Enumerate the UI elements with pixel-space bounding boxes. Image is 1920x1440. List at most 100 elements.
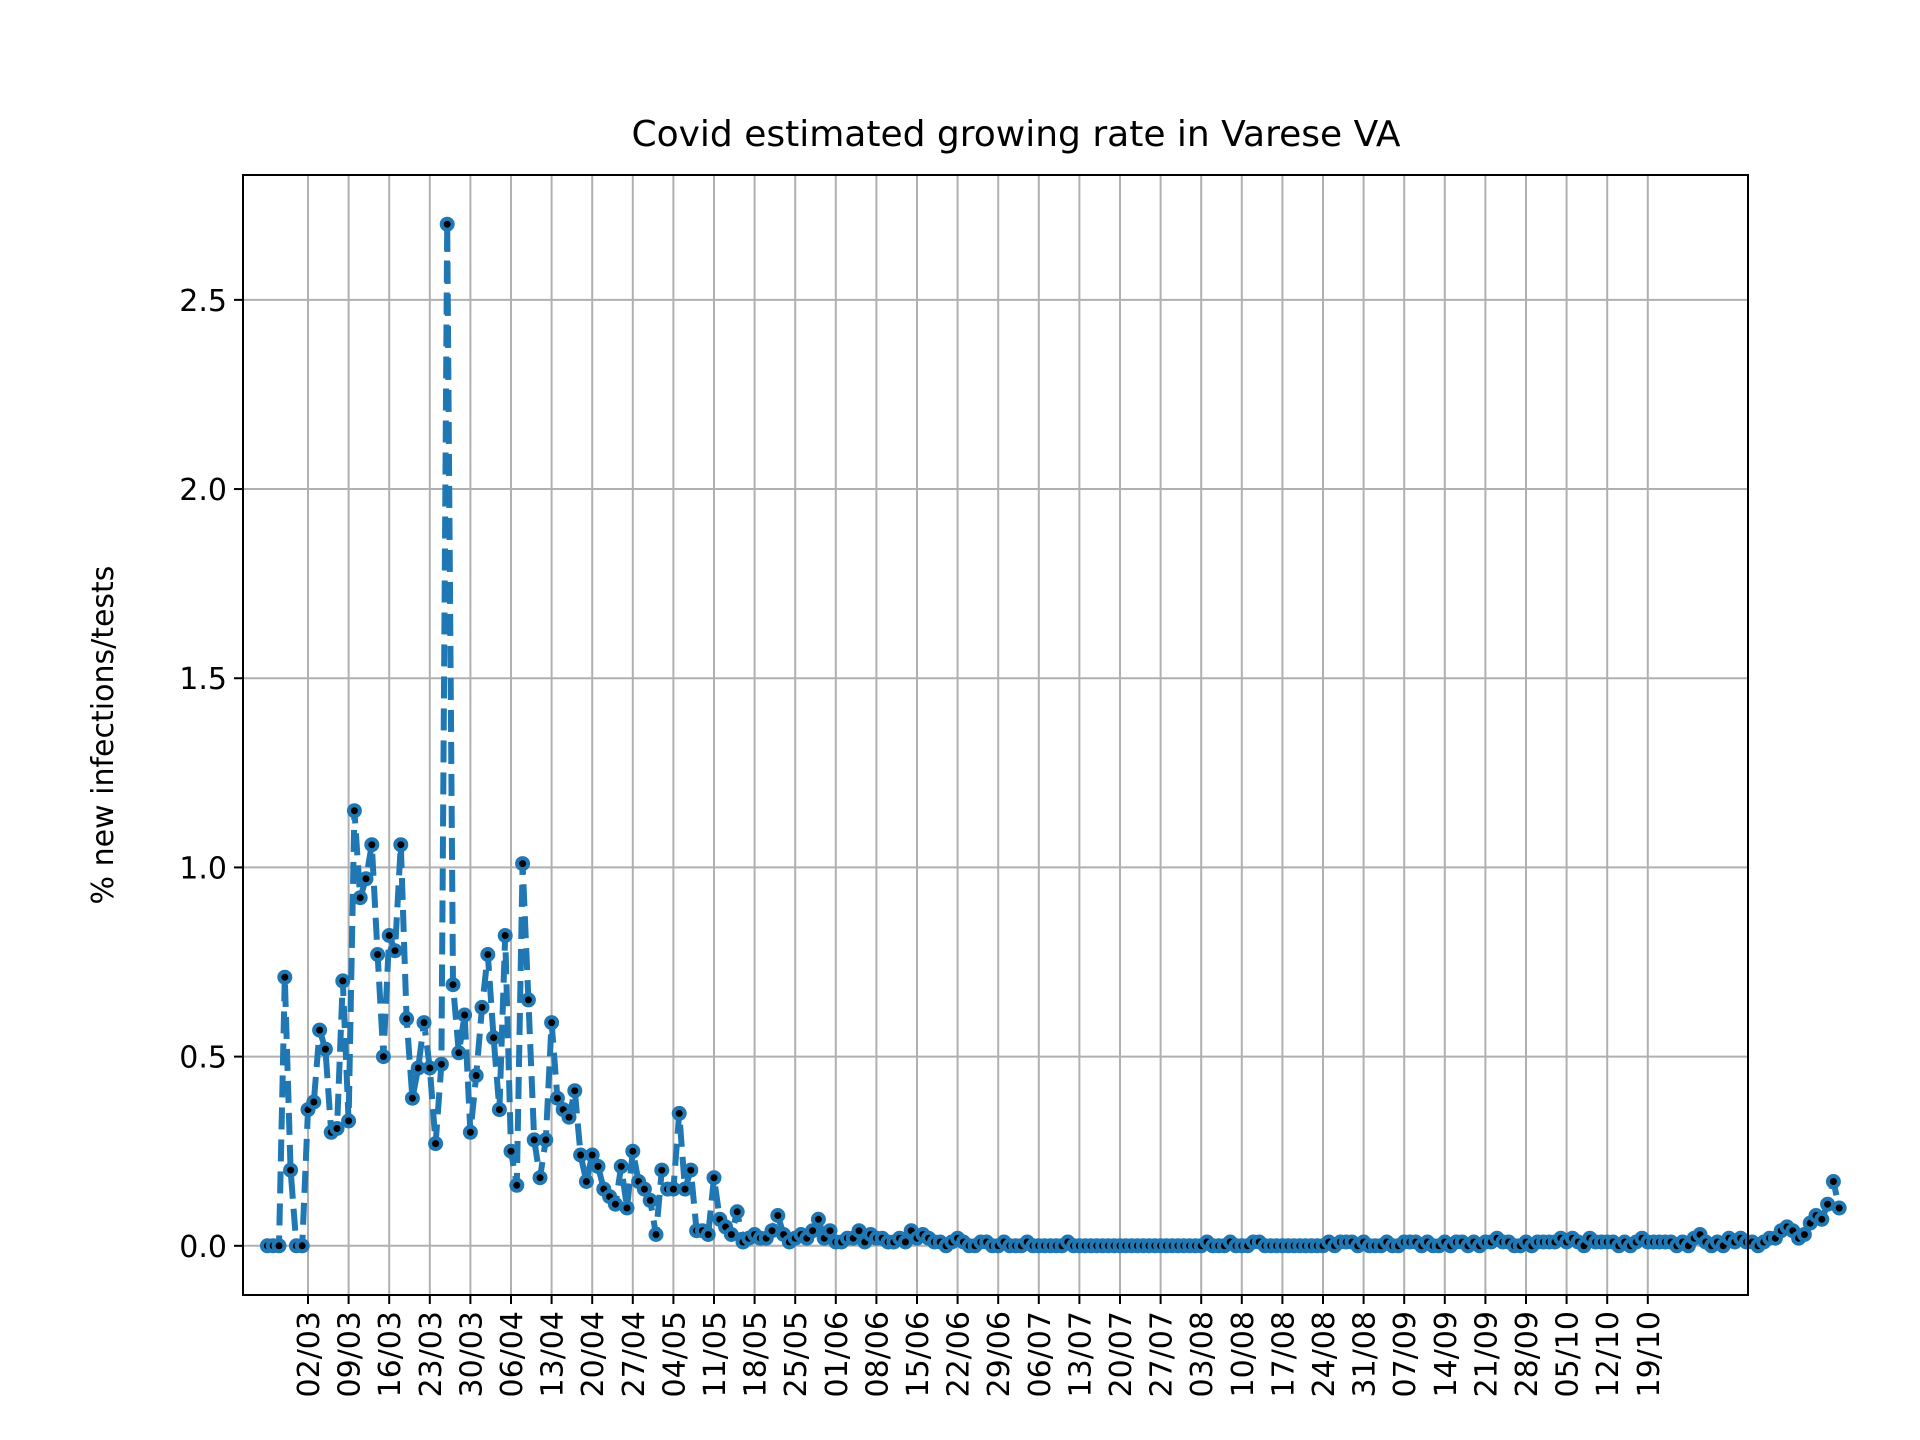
data-point — [764, 1223, 780, 1239]
x-tick-label: 14/09 — [1429, 1311, 1464, 1397]
data-point — [567, 1083, 583, 1099]
data-point — [654, 1162, 670, 1178]
data-point — [642, 1192, 658, 1208]
y-tick-label: 1.5 — [179, 662, 227, 697]
data-point — [364, 837, 380, 853]
data-point — [486, 1030, 502, 1046]
x-tick-label: 15/06 — [901, 1311, 936, 1397]
data-point — [1814, 1211, 1830, 1227]
data-point — [410, 1060, 426, 1076]
data-point — [544, 1015, 560, 1031]
data-point — [573, 1147, 589, 1163]
data-point — [283, 1162, 299, 1178]
x-tick-label: 24/08 — [1307, 1311, 1342, 1397]
x-tick-label: 05/10 — [1551, 1311, 1586, 1397]
data-point — [422, 1060, 438, 1076]
data-point — [805, 1223, 821, 1239]
data-point — [1820, 1196, 1836, 1212]
data-point — [497, 928, 513, 943]
data-point — [723, 1227, 739, 1242]
data-point — [706, 1170, 722, 1186]
data-point — [851, 1223, 867, 1239]
x-tick-label: 03/08 — [1185, 1311, 1220, 1397]
data-point — [810, 1211, 826, 1227]
x-tick-label: 29/06 — [982, 1311, 1017, 1397]
data-point — [317, 1041, 333, 1057]
x-tick-label: 13/04 — [536, 1311, 571, 1397]
x-tick-label: 16/03 — [373, 1311, 408, 1397]
data-point — [491, 1102, 507, 1118]
data-point — [428, 1136, 444, 1152]
plot-frame — [242, 174, 1749, 1296]
data-point — [729, 1204, 745, 1220]
y-tick-label: 2.0 — [179, 473, 227, 508]
data-point — [468, 1068, 484, 1083]
data-point — [480, 947, 496, 962]
x-tick-label: 19/10 — [1632, 1311, 1667, 1397]
data-point — [451, 1045, 467, 1061]
y-tick-label: 1.0 — [179, 851, 227, 886]
x-tick-label: 07/09 — [1388, 1311, 1423, 1397]
x-tick-label: 02/03 — [292, 1311, 327, 1397]
x-tick-label: 31/08 — [1348, 1311, 1383, 1397]
data-point — [416, 1015, 432, 1031]
x-axis: 02/03 09/03 16/03 23/03 30/03 06/04 13/04 20/04… — [292, 1295, 1667, 1397]
data-point — [439, 216, 455, 232]
data-point — [1831, 1200, 1847, 1216]
data-point — [457, 1007, 473, 1023]
data-point — [352, 890, 368, 906]
data-point — [578, 1174, 594, 1189]
x-tick-label: 09/03 — [333, 1311, 368, 1397]
x-tick-label: 30/03 — [454, 1311, 489, 1397]
data-point — [700, 1227, 716, 1242]
x-tick-label: 17/08 — [1266, 1311, 1301, 1397]
x-tick-label: 01/06 — [820, 1311, 855, 1397]
data-point — [404, 1090, 420, 1106]
data-point — [277, 969, 293, 985]
y-tick-label: 0.0 — [179, 1230, 227, 1265]
data-point — [294, 1238, 310, 1254]
data-point — [584, 1147, 600, 1163]
x-tick-label: 18/05 — [739, 1311, 774, 1397]
y-axis: 0.0 0.5 1.0 1.5 2.0 2.5 — [179, 284, 243, 1265]
data-point — [683, 1162, 699, 1178]
data-point — [271, 1238, 287, 1254]
x-tick-label: 06/07 — [1023, 1311, 1058, 1397]
x-tick-label: 13/07 — [1063, 1311, 1098, 1397]
x-tick-label: 22/06 — [942, 1311, 977, 1397]
data-point — [329, 1121, 345, 1136]
data-point — [341, 1113, 357, 1129]
data-point — [561, 1109, 577, 1125]
data-point — [549, 1090, 565, 1106]
data-point — [526, 1132, 542, 1148]
data-point — [503, 1143, 519, 1159]
x-tick-label: 06/04 — [495, 1311, 530, 1397]
data-point — [474, 999, 490, 1015]
y-tick-label: 0.5 — [179, 1041, 227, 1076]
data-point — [532, 1170, 548, 1186]
data-point — [636, 1181, 652, 1197]
data-point — [671, 1105, 687, 1121]
data-point — [538, 1132, 554, 1148]
data-point — [613, 1158, 629, 1174]
data-point — [509, 1177, 525, 1193]
data-point — [1825, 1174, 1841, 1189]
y-tick-label: 2.5 — [179, 284, 227, 319]
x-tick-label: 20/04 — [576, 1311, 611, 1397]
x-tick-label: 08/06 — [860, 1311, 895, 1397]
data-point — [393, 837, 409, 853]
data-point — [1796, 1227, 1812, 1242]
chart-title: Covid estimated growing rate in Varese V… — [631, 114, 1400, 155]
data-point — [625, 1143, 641, 1159]
data-point — [433, 1056, 449, 1072]
series-layer — [259, 216, 1847, 1254]
x-tick-label: 20/07 — [1104, 1311, 1139, 1397]
data-point — [358, 871, 374, 887]
data-point — [387, 943, 403, 959]
x-tick-label: 27/07 — [1145, 1311, 1180, 1397]
data-point — [375, 1049, 391, 1065]
data-point — [648, 1227, 664, 1242]
x-tick-label: 12/10 — [1591, 1311, 1626, 1397]
